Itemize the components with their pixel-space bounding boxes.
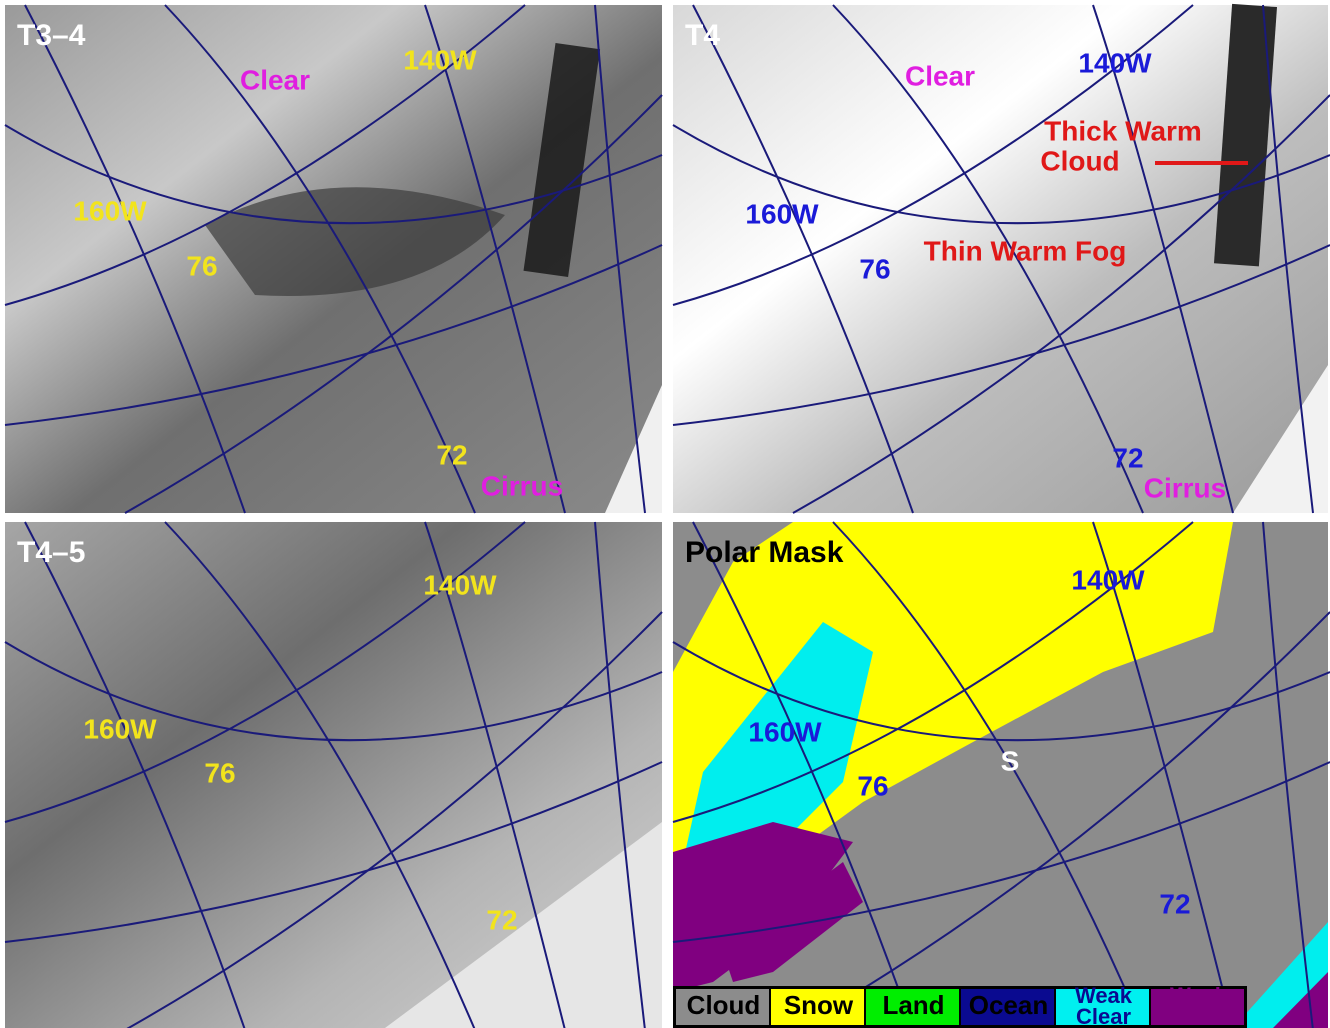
map-label: 72 bbox=[1112, 442, 1143, 473]
legend-label: Land bbox=[882, 990, 944, 1020]
map-label: 160W bbox=[748, 716, 822, 747]
map-label: Clear bbox=[240, 64, 310, 95]
map-label: 160W bbox=[73, 195, 147, 226]
map-label: 140W bbox=[423, 569, 497, 600]
legend-label-line: Cloud bbox=[1167, 1004, 1229, 1028]
map-label: S bbox=[1001, 745, 1020, 776]
panel-title: T4–5 bbox=[17, 536, 85, 569]
map-label: Thick Warm bbox=[1044, 115, 1202, 146]
panel: Polar Mask 140W 160W 76 S 72 bbox=[673, 522, 1330, 1028]
map-label: Cirrus bbox=[481, 470, 563, 501]
legend-label: Snow bbox=[784, 990, 854, 1020]
legend-label: Ocean bbox=[969, 990, 1049, 1020]
map-label: 76 bbox=[186, 250, 217, 281]
map-label: 160W bbox=[745, 198, 819, 229]
panel: T3–4 Clear 140W 160W 76 72 Cirrus bbox=[5, 5, 662, 513]
map-label: Clear bbox=[905, 60, 975, 91]
map-label: Thin Warm Fog bbox=[924, 235, 1127, 266]
map-label: 160W bbox=[83, 713, 157, 744]
map-label: Cirrus bbox=[1144, 472, 1226, 503]
panel: T4–5 140W 160W 76 72 bbox=[5, 522, 662, 1028]
map-label: 140W bbox=[1071, 564, 1145, 595]
figure: T3–4Clear140W160W7672Cirrus T4Clear140WT… bbox=[0, 0, 1330, 1028]
map-label: 140W bbox=[403, 44, 477, 75]
map-label: Cloud bbox=[1040, 145, 1119, 176]
map-label: 72 bbox=[486, 904, 517, 935]
legend-label: Cloud bbox=[687, 990, 761, 1020]
panel-title: Polar Mask bbox=[685, 536, 844, 569]
panel-title: T4 bbox=[685, 19, 720, 52]
map-label: 140W bbox=[1078, 47, 1152, 78]
legend-label-line: Clear bbox=[1076, 1004, 1131, 1028]
map-label: 72 bbox=[436, 439, 467, 470]
panel-title: T3–4 bbox=[17, 19, 86, 52]
map-label: 76 bbox=[204, 757, 235, 788]
map-label: 72 bbox=[1159, 888, 1190, 919]
map-label: 76 bbox=[859, 253, 890, 284]
map-label: 76 bbox=[857, 770, 888, 801]
